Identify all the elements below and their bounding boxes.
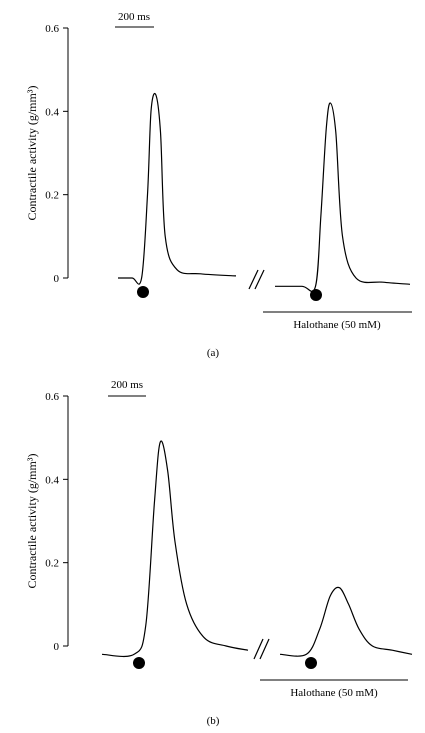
ticks-a: 0 0.2 0.4 0.6 xyxy=(45,23,68,285)
scale-bar-label-b: 200 ms xyxy=(111,379,143,391)
trace-a-control xyxy=(118,92,237,285)
y-tick-label-a-3: 0.6 xyxy=(45,23,59,35)
y-axis-title-a: Contractile activity (g/mm³) xyxy=(25,86,39,221)
trace-a-halothane xyxy=(275,102,411,293)
axis-break-b-1 xyxy=(253,638,264,660)
panel-b: 00.20.40.6 Contractile activity (g/mm³) … xyxy=(25,379,413,727)
panel-a: 00.20.40.6 Contractile activity (g/mm³) … xyxy=(25,11,412,359)
y-axis-title-b: Contractile activity (g/mm³) xyxy=(25,454,39,589)
axis-break-a-2 xyxy=(254,269,265,290)
stimulus-marker-b-2 xyxy=(305,657,317,669)
stimulus-marker-a-1 xyxy=(137,286,149,298)
ticks-b: 0 0.2 0.4 0.6 xyxy=(45,391,68,653)
y-tick-label-b-0: 0 xyxy=(54,641,60,653)
y-tick-label-a-2: 0.4 xyxy=(45,106,59,118)
y-tick-label-b-2: 0.4 xyxy=(45,474,59,486)
panel-label-b: (b) xyxy=(207,715,220,727)
trace-b-halothane xyxy=(279,586,413,657)
scale-bar-label-a: 200 ms xyxy=(118,11,150,23)
panel-label-a: (a) xyxy=(207,347,220,359)
y-tick-label-b-3: 0.6 xyxy=(45,391,59,403)
y-tick-label-b-1: 0.2 xyxy=(45,558,59,570)
treatment-label-a: Halothane (50 mM) xyxy=(293,319,381,331)
treatment-label-b: Halothane (50 mM) xyxy=(290,687,378,699)
y-tick-label-a-1: 0.2 xyxy=(45,190,59,202)
stimulus-marker-a-2 xyxy=(310,289,322,301)
trace-b-control xyxy=(101,440,249,658)
stimulus-marker-b-1 xyxy=(133,657,145,669)
axis-break-a-1 xyxy=(248,269,259,290)
axis-break-b-2 xyxy=(259,638,270,660)
y-tick-label-a-0: 0 xyxy=(54,273,60,285)
